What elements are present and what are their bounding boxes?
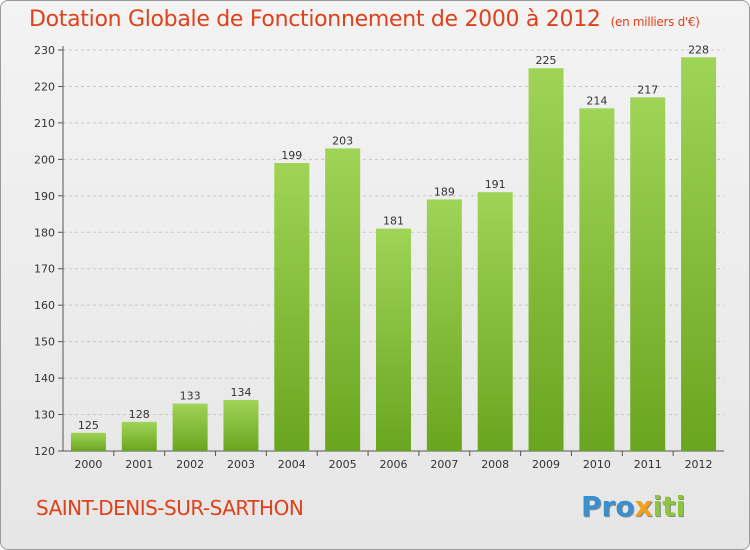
logo-letter: P bbox=[581, 490, 602, 523]
logo-letter: i bbox=[675, 490, 686, 523]
logo-letter: t bbox=[662, 490, 676, 523]
logo-letter: i bbox=[652, 490, 663, 523]
value-label-2001: 128 bbox=[129, 408, 150, 421]
x-tick-label-2010: 2010 bbox=[583, 458, 611, 471]
bar-2006 bbox=[376, 228, 411, 451]
value-label-2010: 214 bbox=[586, 94, 607, 107]
bar-2001 bbox=[121, 421, 157, 451]
value-label-2005: 203 bbox=[332, 134, 353, 147]
x-tick-label-2002: 2002 bbox=[176, 458, 204, 471]
value-label-2011: 217 bbox=[637, 83, 658, 96]
bar-2004 bbox=[274, 163, 310, 451]
logo-letter: r bbox=[601, 490, 616, 523]
x-tick-label-2001: 2001 bbox=[125, 458, 153, 471]
bar-2008 bbox=[477, 192, 513, 451]
value-label-2009: 225 bbox=[536, 54, 557, 67]
chart-title: Dotation Globale de Fonctionnement de 20… bbox=[29, 7, 700, 32]
y-tick-label: 180 bbox=[34, 226, 55, 239]
y-tick-label: 120 bbox=[34, 445, 55, 458]
x-tick-label-2008: 2008 bbox=[481, 458, 509, 471]
y-tick-label: 220 bbox=[34, 80, 55, 93]
value-label-2007: 189 bbox=[434, 185, 455, 198]
bar-2003 bbox=[223, 399, 259, 451]
x-tick-label-2003: 2003 bbox=[227, 458, 255, 471]
logo-letter: o bbox=[615, 490, 635, 523]
x-tick-label-2006: 2006 bbox=[380, 458, 408, 471]
value-label-2008: 191 bbox=[485, 178, 506, 191]
bar-2005 bbox=[325, 148, 361, 451]
bar-2000 bbox=[70, 432, 106, 451]
bar-2012 bbox=[681, 57, 717, 452]
y-tick-label: 210 bbox=[34, 117, 55, 130]
y-tick-label: 150 bbox=[34, 336, 55, 349]
logo-letter: x bbox=[634, 490, 653, 523]
bar-2010 bbox=[579, 108, 615, 451]
x-tick-label-2012: 2012 bbox=[685, 458, 713, 471]
proxiti-logo: Proxiti bbox=[581, 490, 685, 523]
y-tick-label: 130 bbox=[34, 409, 55, 422]
chart-subtitle: (en milliers d'€) bbox=[610, 15, 700, 29]
bar-2007 bbox=[426, 199, 462, 451]
value-label-2002: 133 bbox=[180, 390, 201, 403]
x-tick-label-2011: 2011 bbox=[634, 458, 662, 471]
y-tick-label: 160 bbox=[34, 299, 55, 312]
y-tick-label: 230 bbox=[34, 44, 55, 57]
y-tick-label: 190 bbox=[34, 190, 55, 203]
x-tick-label-2000: 2000 bbox=[74, 458, 102, 471]
x-tick-label-2004: 2004 bbox=[278, 458, 306, 471]
bars: 125 128 133 134 199 203 181 189 191 225 214 217 228 bbox=[70, 43, 717, 452]
bar-2002 bbox=[172, 403, 208, 451]
y-tick-label: 140 bbox=[34, 372, 55, 385]
bar-2011 bbox=[630, 97, 666, 452]
value-label-2003: 134 bbox=[230, 386, 251, 399]
x-tick-label-2007: 2007 bbox=[430, 458, 458, 471]
y-tick-label: 200 bbox=[34, 153, 55, 166]
y-tick-label: 170 bbox=[34, 263, 55, 276]
value-label-2004: 199 bbox=[281, 149, 302, 162]
x-tick-label-2009: 2009 bbox=[532, 458, 560, 471]
value-label-2012: 228 bbox=[688, 43, 709, 56]
x-tick-label-2005: 2005 bbox=[329, 458, 357, 471]
commune-name: SAINT-DENIS-SUR-SARTHON bbox=[36, 496, 304, 520]
axes: 120 130 140 150 160 170 180 190 200 210 220 230 2000… bbox=[34, 44, 724, 471]
value-label-2006: 181 bbox=[383, 215, 404, 228]
value-label-2000: 125 bbox=[78, 419, 99, 432]
bar-2009 bbox=[528, 68, 564, 452]
